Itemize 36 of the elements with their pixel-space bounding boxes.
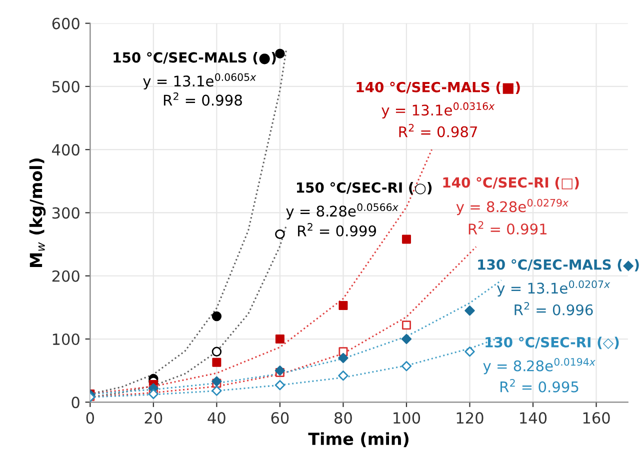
y-tick-label: 400 (52, 144, 80, 156)
annotation: y = 13.1e$^{0.0207x}$ (497, 280, 610, 297)
x-tick-label: 160 (583, 412, 610, 424)
x-tick-label: 0 (86, 412, 94, 424)
text: 140 °C/SEC-MALS (■) (356, 82, 520, 94)
annotation: R$^{2}$ = 0.996 (514, 302, 593, 316)
x-tick-label: 60 (271, 412, 289, 424)
text: 150 °C/SEC-RI (○) (297, 182, 432, 194)
text: 140 °C/SEC-RI (□) (443, 176, 579, 190)
annotation: R$^{2}$ = 0.991 (468, 221, 547, 235)
x-tick-label: 120 (456, 412, 484, 424)
y-tick-label: 600 (52, 18, 80, 30)
text: 130 °C/SEC-MALS (◆) (478, 259, 639, 272)
annotation: R$^{2}$ = 0.999 (298, 223, 376, 236)
y-tick-label: 300 (52, 207, 80, 219)
x-tick-label: 100 (394, 412, 420, 424)
annotation: y = 8.28e$^{0.0566x}$ (286, 203, 398, 220)
x-tick-label: 140 (520, 412, 547, 424)
annotation: y = 13.1e$^{0.0605x}$ (143, 73, 256, 90)
annotation: y = 8.28e$^{0.0194x}$ (483, 358, 596, 374)
x-axis-title: Time (min) (308, 432, 408, 448)
y-tick-label: 0 (72, 396, 80, 408)
x-tick-label: 40 (208, 412, 226, 424)
annotation: y = 8.28e$^{0.0279x}$ (456, 198, 569, 216)
x-tick-label: 20 (144, 412, 162, 424)
x-tick-label: 80 (334, 412, 352, 424)
y-axis-title: M$_{w}$ (kg/mol) (29, 158, 46, 267)
annotation: y = 13.1e$^{0.0316x}$ (382, 102, 495, 118)
annotation: R$^{2}$ = 0.998 (164, 92, 242, 106)
annotation: R$^{2}$ = 0.987 (399, 124, 478, 138)
series-label: 150 °C/SEC-MALS (●) (114, 52, 276, 64)
series-label: 130 °C/SEC-RI (◇) (486, 336, 619, 350)
annotation: R$^{2}$ = 0.995 (500, 379, 578, 392)
y-tick-label: 200 (52, 270, 80, 282)
y-tick-label: 100 (52, 333, 80, 346)
y-tick-label: 500 (52, 80, 80, 92)
